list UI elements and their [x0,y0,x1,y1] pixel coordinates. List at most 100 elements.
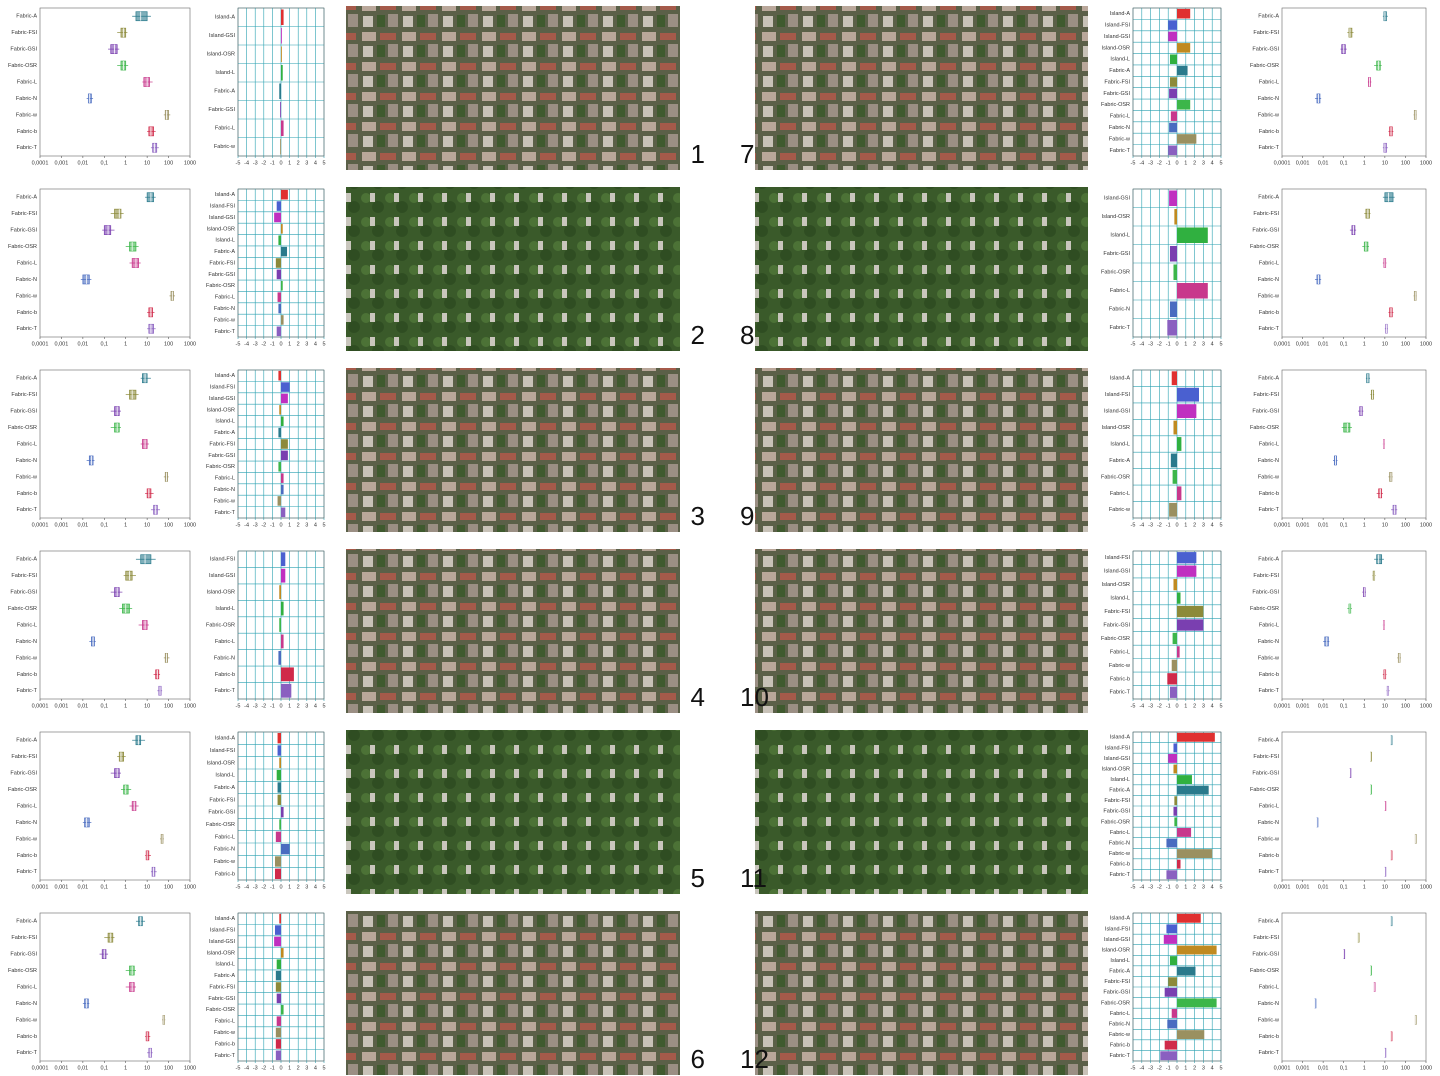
y-tick-label: Fabric-L [1259,803,1279,809]
y-tick-label: Fabric-OSR [206,1007,235,1013]
x-tick-label: 0,001 [1296,1065,1310,1071]
aerial-photo [346,187,680,351]
x-tick-label: 1 [1184,341,1187,347]
y-tick-label: Fabric-b [1259,310,1279,316]
x-tick-label: 10 [1382,341,1388,347]
bar [274,212,281,223]
y-tick-label: Island-L [215,419,235,425]
x-tick-label: 2 [1193,522,1196,528]
y-tick-label: Fabric-L [17,622,37,628]
y-tick-label: Fabric-b [215,1041,235,1047]
x-tick-label: 100 [164,884,173,890]
bar [277,496,281,506]
bar [281,806,284,818]
y-tick-label: Fabric-GSI [1103,622,1130,628]
y-tick-label: Fabric-A [1109,788,1130,794]
x-tick-label: -2 [1157,703,1162,709]
bar [275,1039,281,1049]
y-tick-label: Fabric-GSI [1252,771,1279,777]
x-tick-label: -2 [1157,522,1162,528]
y-tick-label: Fabric-T [215,1053,236,1059]
bar [281,552,286,567]
x-tick-label: 0,001 [1296,522,1310,528]
bar [1166,870,1177,880]
x-tick-label: 3 [305,160,308,166]
y-tick-label: Fabric-L [1110,491,1130,497]
bar [275,258,281,268]
bar [1177,827,1192,837]
x-tick-label: 1 [124,1065,127,1071]
y-tick-label: Island-A [1110,376,1131,382]
y-tick-label: Fabric-FSI [1253,573,1279,579]
bar [1177,592,1181,604]
y-tick-label: Fabric-L [17,260,37,266]
y-tick-label: Island-A [1110,735,1131,741]
x-tick-label: 100 [1401,341,1410,347]
y-tick-label: Fabric-OSR [206,283,235,289]
x-tick-label: 10 [1382,1065,1388,1071]
x-tick-label: 1000 [184,884,196,890]
bar [1169,502,1177,517]
x-tick-label: -4 [1139,703,1144,709]
y-tick-label: Fabric-N [214,306,235,312]
bar [1177,849,1213,859]
x-tick-label: 0,01 [1318,522,1329,528]
box [164,110,169,120]
x-tick-label: -1 [270,160,275,166]
x-tick-label: 1000 [184,1065,196,1071]
x-tick-label: 100 [164,160,173,166]
y-tick-label: Fabric-FSI [11,754,37,760]
x-tick-label: 0 [1175,341,1178,347]
y-tick-label: Island-GSI [209,396,235,402]
x-tick-label: 0,1 [1340,341,1348,347]
y-tick-label: Fabric-A [16,195,37,201]
panel-number: 11 [740,863,767,893]
y-tick-label: Island-OSR [207,590,235,596]
y-tick-label: Island-A [215,15,236,21]
bar [276,959,281,970]
panel-number: 2 [691,320,705,350]
y-tick-label: Fabric-FSI [1253,30,1279,36]
y-tick-label: Fabric-GSI [208,996,235,1002]
x-tick-label: 1 [1184,884,1187,890]
bar [1177,486,1182,501]
y-tick-label: Fabric-N [16,277,37,283]
bar [276,993,281,1004]
x-tick-label: 5 [322,1065,325,1071]
y-tick-label: Island-OSR [207,407,235,413]
bar [277,732,281,744]
x-tick-label: -3 [1148,884,1153,890]
x-tick-label: 1 [288,522,291,528]
y-tick-label: Island-A [1110,916,1131,922]
y-tick-label: Fabric-FSI [11,30,37,36]
x-tick-label: 10 [144,1065,150,1071]
y-tick-label: Island-A [215,192,236,198]
box [1348,27,1353,38]
x-tick-label: 0 [1175,160,1178,166]
x-tick-label: 0,001 [1296,884,1310,890]
x-tick-label: 0,0001 [32,160,49,166]
y-tick-label: Fabric-w [214,498,235,504]
y-tick-label: Island-GSI [1104,569,1130,575]
x-tick-label: -3 [1148,522,1153,528]
x-tick-label: 0,0001 [32,522,49,528]
y-tick-label: Fabric-FSI [11,392,37,398]
bar [280,101,281,118]
x-tick-label: 10 [1382,160,1388,166]
bar [1177,945,1217,955]
x-tick-label: 1000 [184,341,196,347]
y-tick-label: Fabric-L [17,984,37,990]
bar [1168,753,1177,763]
x-tick-label: 1 [1363,884,1366,890]
y-tick-label: Fabric-T [1259,507,1280,513]
plot-frame [1132,369,1222,519]
x-tick-label: 10 [144,522,150,528]
x-tick-label: 0,01 [1318,1065,1329,1071]
y-tick-label: Fabric-T [17,326,38,332]
y-tick-label: Fabric-T [1259,145,1280,151]
bar [1177,732,1215,742]
y-tick-label: Fabric-T [17,869,38,875]
y-tick-label: Fabric-GSI [10,771,37,777]
y-tick-label: Fabric-N [214,847,235,853]
panel-number: 9 [740,501,754,531]
